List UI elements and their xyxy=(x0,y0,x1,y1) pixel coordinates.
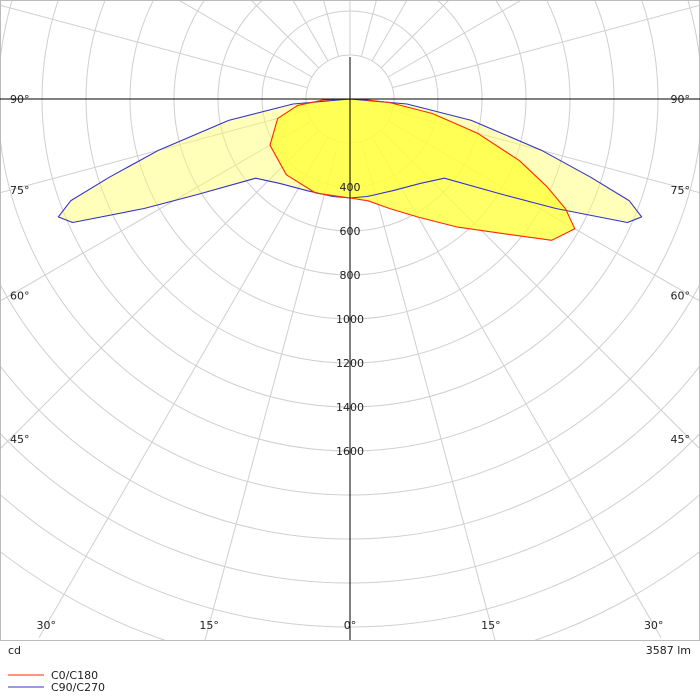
series-line-c0-c180 xyxy=(269,98,576,241)
angle-label: 15° xyxy=(481,619,501,632)
grid-spoke xyxy=(392,109,699,194)
radial-tick-labels: 400 600 800 1000 1200 1400 1600 xyxy=(336,181,364,458)
angle-label: 15° xyxy=(199,619,219,632)
flux-label: 3587 lm xyxy=(646,644,691,657)
grid-spoke xyxy=(38,136,329,638)
series-fill-c0-c180 xyxy=(270,99,575,241)
radial-tick-label: 1200 xyxy=(336,357,364,370)
angle-label: 90° xyxy=(10,93,30,106)
radial-tick-label: 1400 xyxy=(336,401,364,414)
grid-spoke xyxy=(392,4,699,89)
legend-label: C0/C180 xyxy=(51,669,98,682)
grid-spoke xyxy=(179,1,313,78)
angle-label: 60° xyxy=(671,289,691,302)
angle-label: 60° xyxy=(10,289,30,302)
radial-tick-label: 1600 xyxy=(336,445,364,458)
grid-spoke xyxy=(1,4,308,89)
grid-spoke xyxy=(1,129,320,449)
grid-spoke xyxy=(371,136,662,638)
radial-tick-label: 400 xyxy=(340,181,361,194)
angle-label: 30° xyxy=(37,619,57,632)
grid-spoke xyxy=(387,1,521,78)
grid-spoke xyxy=(1,120,313,302)
angle-label: 45° xyxy=(671,433,691,446)
radial-tick-label: 800 xyxy=(340,269,361,282)
grid-spoke xyxy=(1,109,308,194)
angle-label: 45° xyxy=(10,433,30,446)
angle-label: 0° xyxy=(344,619,357,632)
unit-label: cd xyxy=(8,644,21,657)
angle-label: 75° xyxy=(671,184,691,197)
legend-label: C90/C270 xyxy=(51,681,105,694)
angle-labels: 90° 90° 75° 75° 60° 60° 45° 45° 30° 30° 15° 15° 0° xyxy=(10,93,690,632)
grid-spoke xyxy=(360,141,496,640)
radial-tick-label: 1000 xyxy=(336,313,364,326)
angle-label: 30° xyxy=(644,619,664,632)
angle-label: 90° xyxy=(671,93,691,106)
grid-spoke xyxy=(204,141,340,640)
radial-tick-label: 600 xyxy=(340,225,361,238)
axes xyxy=(0,57,700,640)
angle-label: 75° xyxy=(10,184,30,197)
